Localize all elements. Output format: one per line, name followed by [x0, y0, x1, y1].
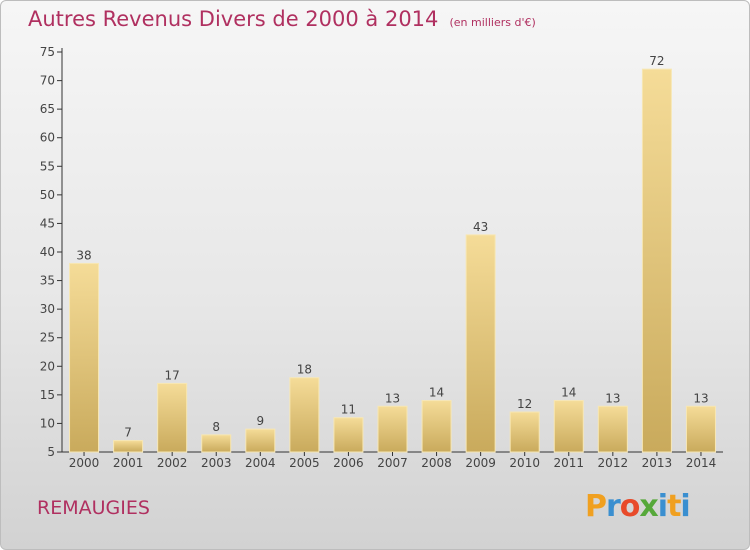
- x-tick-label: 2006: [333, 456, 364, 470]
- x-tick-label: 2009: [465, 456, 496, 470]
- data-label: 18: [297, 363, 312, 377]
- place-name: REMAUGIES: [37, 497, 150, 519]
- x-tick-label: 2011: [553, 456, 584, 470]
- bar: [333, 417, 364, 453]
- data-label: 17: [165, 368, 180, 382]
- x-tick-label: 2005: [289, 456, 320, 470]
- bar: [685, 405, 716, 453]
- data-label: 8: [212, 420, 220, 434]
- bar: [597, 405, 628, 453]
- y-tick-label: 20: [40, 359, 55, 373]
- y-tick-label: 70: [40, 74, 55, 88]
- bar: [69, 262, 100, 453]
- y-tick-label: 50: [40, 188, 55, 202]
- bar: [421, 400, 452, 453]
- x-tick-label: 2007: [377, 456, 408, 470]
- y-tick-label: 15: [40, 388, 55, 402]
- data-label: 13: [693, 391, 708, 405]
- y-tick-label: 75: [40, 45, 55, 59]
- data-label: 14: [429, 386, 444, 400]
- bar: [201, 434, 232, 453]
- data-label: 13: [605, 391, 620, 405]
- x-tick-label: 2013: [642, 456, 673, 470]
- x-tick-label: 2012: [598, 456, 629, 470]
- data-label: 7: [124, 426, 132, 440]
- y-tick-label: 10: [40, 416, 55, 430]
- data-label: 14: [561, 386, 576, 400]
- x-tick-label: 2008: [421, 456, 452, 470]
- data-label: 12: [517, 397, 532, 411]
- proxiti-logo: Proxiti: [585, 489, 691, 524]
- y-tick-label: 5: [47, 445, 55, 459]
- bar: [641, 68, 672, 453]
- data-label: 11: [341, 403, 356, 417]
- bar: [157, 382, 188, 453]
- x-tick-label: 2004: [245, 456, 276, 470]
- x-tick-label: 2003: [201, 456, 232, 470]
- bar: [377, 405, 408, 453]
- data-label: 38: [76, 248, 91, 262]
- x-tick-label: 2014: [686, 456, 717, 470]
- chart-unit-note: (en milliers d'€): [449, 16, 536, 29]
- x-tick-label: 2001: [113, 456, 144, 470]
- y-tick-label: 65: [40, 102, 55, 116]
- y-tick-label: 25: [40, 331, 55, 345]
- data-label: 72: [649, 54, 664, 68]
- bar: [553, 400, 584, 453]
- x-tick-label: 2000: [69, 456, 100, 470]
- y-tick-label: 60: [40, 131, 55, 145]
- data-label: 43: [473, 220, 488, 234]
- bar: [509, 411, 540, 453]
- data-label: 9: [256, 414, 264, 428]
- y-tick-label: 40: [40, 245, 55, 259]
- x-tick-label: 2002: [157, 456, 188, 470]
- chart-title: Autres Revenus Divers de 2000 à 2014: [28, 7, 439, 31]
- bar: [113, 440, 144, 453]
- bar: [465, 234, 496, 453]
- y-tick-label: 35: [40, 274, 55, 288]
- y-tick-label: 30: [40, 302, 55, 316]
- x-tick-label: 2010: [509, 456, 540, 470]
- bar: [245, 428, 276, 453]
- data-label: 13: [385, 391, 400, 405]
- chart-title-block: Autres Revenus Divers de 2000 à 2014 (en…: [28, 7, 536, 31]
- bar: [289, 377, 320, 453]
- y-tick-label: 55: [40, 159, 55, 173]
- y-tick-label: 45: [40, 216, 55, 230]
